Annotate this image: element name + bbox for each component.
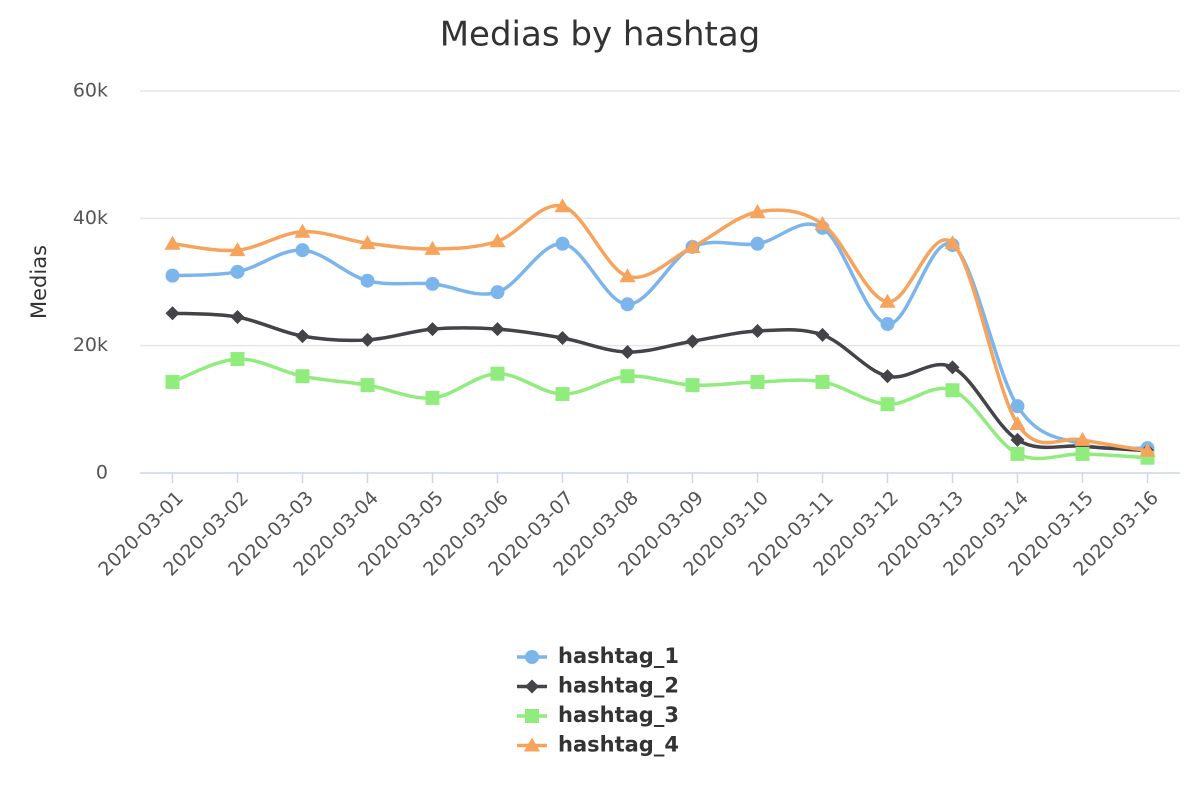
y-tick-label: 0 <box>96 462 108 484</box>
marker <box>230 310 245 325</box>
series-line <box>172 222 1148 451</box>
chart-title: Medias by hashtag <box>440 15 761 55</box>
marker <box>295 329 310 344</box>
marker <box>1139 442 1156 457</box>
marker <box>750 374 765 389</box>
legend-symbol <box>525 650 539 664</box>
series-line <box>172 311 1148 453</box>
marker <box>489 233 506 248</box>
marker <box>490 285 505 300</box>
legend-label[interactable]: hashtag_4 <box>558 733 679 757</box>
legend-symbol <box>524 737 540 752</box>
marker <box>1010 432 1025 447</box>
marker <box>619 268 636 283</box>
y-axis-title: Medias <box>27 245 51 319</box>
marker <box>879 293 896 308</box>
marker <box>554 198 571 213</box>
marker <box>424 240 441 255</box>
marker <box>944 235 961 250</box>
marker <box>685 334 700 349</box>
marker <box>1010 399 1025 414</box>
y-tick-label: 60k <box>73 80 108 102</box>
marker <box>295 243 310 258</box>
marker <box>295 369 310 384</box>
marker <box>359 235 376 250</box>
y-tick-label: 20k <box>73 334 108 356</box>
marker <box>880 369 895 384</box>
marker <box>1074 431 1091 446</box>
marker <box>684 238 701 253</box>
marker <box>555 387 570 402</box>
marker <box>1010 446 1025 461</box>
legend-symbol <box>525 709 539 723</box>
marker <box>945 360 960 375</box>
legend-symbol <box>525 679 539 694</box>
marker <box>165 374 180 389</box>
marker <box>555 331 570 346</box>
marker <box>360 378 375 393</box>
marker <box>880 397 895 412</box>
marker <box>814 216 831 231</box>
y-tick-label: 40k <box>73 207 108 229</box>
marker <box>360 332 375 347</box>
marker <box>230 352 245 367</box>
marker <box>1009 415 1026 430</box>
legend-label[interactable]: hashtag_2 <box>558 674 679 698</box>
marker <box>815 374 830 389</box>
marker <box>749 203 766 218</box>
series-line <box>171 357 1148 461</box>
marker <box>620 345 635 360</box>
marker <box>425 322 440 337</box>
marker <box>945 383 960 398</box>
marker <box>165 268 180 283</box>
marker <box>555 236 570 251</box>
legend-label[interactable]: hashtag_3 <box>558 703 679 727</box>
marker <box>620 297 635 312</box>
marker <box>750 236 765 251</box>
marker <box>294 223 311 238</box>
marker <box>1075 446 1090 461</box>
marker <box>815 327 830 342</box>
marker <box>425 390 440 405</box>
series-line <box>172 203 1148 453</box>
marker <box>685 378 700 393</box>
marker <box>490 322 505 337</box>
marker <box>880 317 895 332</box>
marker <box>164 235 181 250</box>
marker <box>750 324 765 339</box>
marker <box>229 242 246 257</box>
marker <box>490 366 505 381</box>
marker <box>230 264 245 279</box>
legend-label[interactable]: hashtag_1 <box>558 644 679 668</box>
marker <box>425 276 440 291</box>
marker <box>165 306 180 321</box>
marker <box>360 273 375 288</box>
marker <box>620 369 635 384</box>
